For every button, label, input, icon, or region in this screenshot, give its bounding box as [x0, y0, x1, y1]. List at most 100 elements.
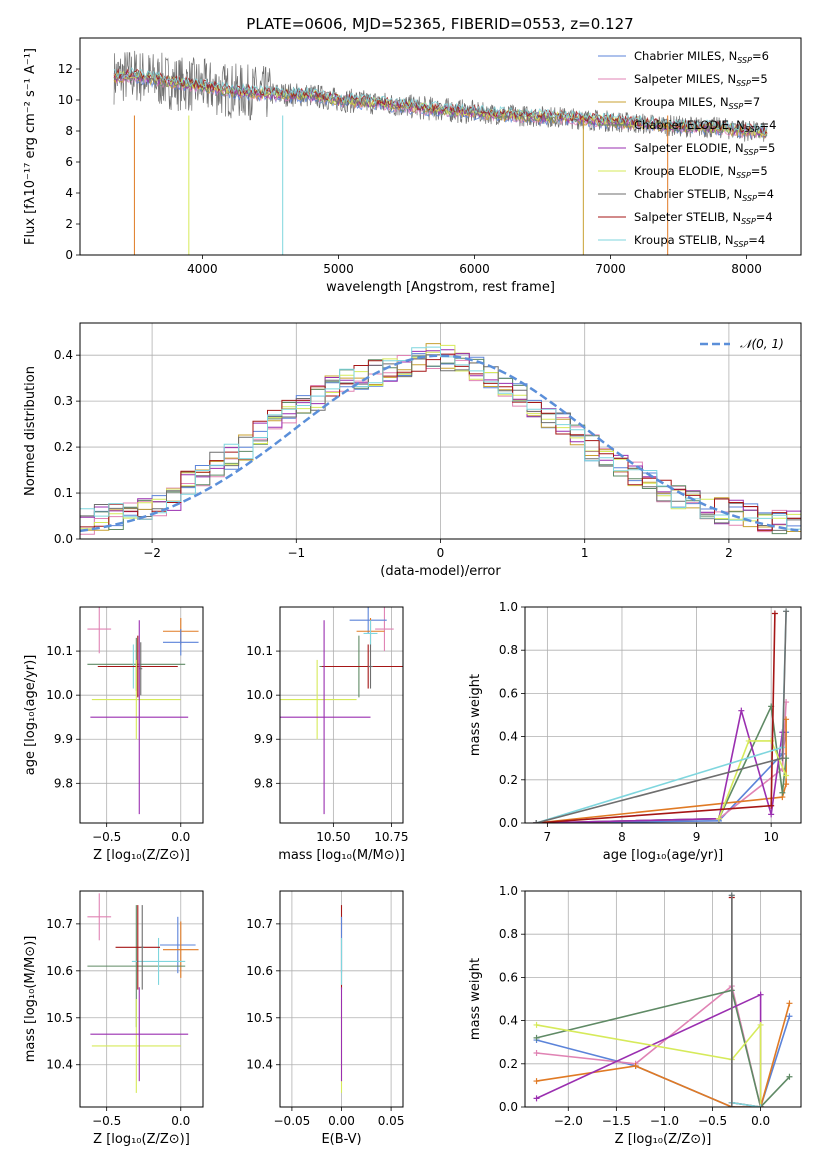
- x-tick-label: 0.0: [751, 1114, 770, 1128]
- mass-weight-marker: [779, 755, 786, 762]
- legend-entry: Kroupa STELIB, NSSP=4: [634, 233, 765, 249]
- mass-weight-line: [536, 719, 787, 823]
- mass-weight-marker: [533, 1021, 540, 1028]
- y-tick-label: 10.0: [246, 688, 273, 702]
- y-tick-label: 0.3: [54, 394, 73, 408]
- x-axis-label: wavelength [Angstrom, rest frame]: [326, 280, 555, 295]
- mass-weight-marker: [533, 1078, 540, 1085]
- y-tick-label: 0.1: [54, 486, 73, 500]
- plot-area: [280, 607, 403, 815]
- y-tick-label: 0: [65, 248, 73, 262]
- mass-weight-marker: [783, 608, 790, 615]
- x-tick-label: 9: [693, 830, 701, 844]
- y-tick-label: 1.0: [499, 884, 518, 898]
- legend-entry: Kroupa ELODIE, NSSP=5: [634, 164, 768, 180]
- y-tick-label: 0.8: [499, 927, 518, 941]
- x-tick-label: 0.0: [171, 830, 190, 844]
- mass-weight-marker: [786, 1073, 793, 1080]
- x-tick-label: 10: [764, 830, 779, 844]
- y-tick-label: 9.8: [254, 776, 273, 790]
- y-tick-label: 12: [58, 62, 73, 76]
- y-tick-label: 0.6: [499, 686, 518, 700]
- mass-weight-line: [536, 710, 784, 823]
- y-tick-label: 0.0: [54, 532, 73, 546]
- mass-weight-line: [536, 989, 791, 1107]
- x-tick-label: 10.75: [374, 830, 408, 844]
- mass-weight-marker: [768, 802, 775, 809]
- x-tick-label: 0.00: [328, 1114, 355, 1128]
- axes-frame: [279, 606, 404, 824]
- legend-entry: Kroupa MILES, NSSP=7: [634, 95, 760, 111]
- mass-weight-marker: [768, 811, 775, 818]
- y-tick-label: 10.6: [246, 964, 273, 978]
- y-tick-label: 10.4: [46, 1058, 73, 1072]
- y-tick-label: 0.4: [54, 348, 73, 362]
- x-tick-label: 2: [725, 546, 733, 560]
- mass-weight-marker: [533, 1095, 540, 1102]
- x-axis-label: mass [log₁₀(M/M⊙)]: [278, 848, 405, 863]
- mass-weight-marker: [757, 1021, 764, 1028]
- axes-frame: [79, 890, 204, 1108]
- y-tick-label: 0.6: [499, 970, 518, 984]
- panel-age-vs-mass: 10.50 10.75 9.8 9.9 10.0 10.1 mass [log₁₀(M/M⊙…: [246, 606, 409, 863]
- y-tick-label: 10.5: [246, 1011, 273, 1025]
- y-tick-label: 6: [65, 155, 73, 169]
- y-axis-label: mass weight: [468, 958, 483, 1040]
- x-tick-label: 7000: [595, 262, 626, 276]
- x-tick-label: −1.5: [602, 1114, 631, 1128]
- y-axis-label: age [log₁₀(age/yr)]: [23, 655, 38, 776]
- mass-weight-marker: [632, 1062, 639, 1069]
- panel-mass-vs-Z: −0.5 0.0 10.4 10.5 10.6 10.7 Z [log₁₀(Z/Z⊙)] ma…: [23, 890, 204, 1147]
- spectrum-model-line: [113, 66, 768, 135]
- mass-weight-line: [536, 993, 762, 1107]
- y-axis-label: mass [log₁₀(M/M⊙)]: [23, 936, 38, 1063]
- y-tick-label: 0.2: [54, 440, 73, 454]
- legend-entry: Chabrier ELODIE, NSSP=4: [634, 118, 776, 134]
- histogram-step: [80, 346, 801, 530]
- panel-mass-vs-ebv: −0.05 0.00 0.05 10.4 10.5 10.6 10.7 E(B-V): [246, 890, 405, 1147]
- x-tick-label: 8000: [731, 262, 762, 276]
- panel-age-vs-Z: −0.5 0.0 9.8 9.9 10.0 10.1 Z [log₁₀(Z/Z⊙)] age …: [23, 606, 204, 863]
- mass-weight-line: [536, 1016, 791, 1107]
- x-tick-label: −0.5: [92, 830, 121, 844]
- mass-weight-marker: [728, 892, 735, 899]
- y-tick-label: 10.7: [46, 917, 73, 931]
- y-axis-label: Normed distribution: [23, 366, 38, 496]
- axes-frame: [524, 890, 802, 1108]
- mass-weight-marker: [533, 1034, 540, 1041]
- x-tick-label: −1.0: [650, 1114, 679, 1128]
- mass-weight-marker: [715, 815, 722, 822]
- y-tick-label: 10: [58, 93, 73, 107]
- x-tick-label: −0.05: [274, 1114, 311, 1128]
- legend-entry: Salpeter STELIB, NSSP=4: [634, 210, 773, 226]
- y-tick-label: 8: [65, 124, 73, 138]
- y-tick-label: 9.9: [254, 732, 273, 746]
- mass-weight-line: [536, 701, 787, 823]
- gaussian-curve: [80, 354, 801, 533]
- legend-entry: Salpeter ELODIE, NSSP=5: [634, 141, 775, 157]
- x-tick-label: 10.50: [316, 830, 350, 844]
- panel-spectrum: 4000 5000 6000 7000 8000 0 2 4 6 8 10 12 wavelength …: [23, 37, 802, 295]
- mass-weight-line: [535, 611, 787, 823]
- x-tick-label: −2: [143, 546, 161, 560]
- mass-weight-line: [535, 611, 787, 823]
- x-tick-label: 8: [618, 830, 626, 844]
- x-axis-label: Z [log₁₀(Z/Z⊙)]: [93, 1132, 190, 1147]
- x-tick-label: −0.5: [92, 1114, 121, 1128]
- x-axis-label: Z [log₁₀(Z/Z⊙)]: [93, 848, 190, 863]
- y-tick-label: 2: [65, 217, 73, 231]
- x-axis-label: E(B-V): [321, 1132, 361, 1147]
- mass-weight-marker: [533, 820, 540, 823]
- panel-mass-weight-vs-Z: −2.0 −1.5 −1.0 −0.5 0.0 0.0 0.2 0.4 0.6 0.8 1.0 Z […: [468, 884, 802, 1147]
- mass-weight-marker: [771, 610, 778, 617]
- mass-weight-line: [536, 1022, 762, 1107]
- axes-frame: [279, 890, 404, 1108]
- x-tick-label: 6000: [459, 262, 490, 276]
- figure-title: PLATE=0606, MJD=52365, FIBERID=0553, z=0…: [246, 15, 633, 33]
- y-tick-label: 10.0: [46, 688, 73, 702]
- mass-weight-line: [536, 1003, 791, 1107]
- y-tick-label: 0.8: [499, 643, 518, 657]
- x-tick-label: 0.05: [378, 1114, 405, 1128]
- mass-weight-marker: [745, 737, 752, 744]
